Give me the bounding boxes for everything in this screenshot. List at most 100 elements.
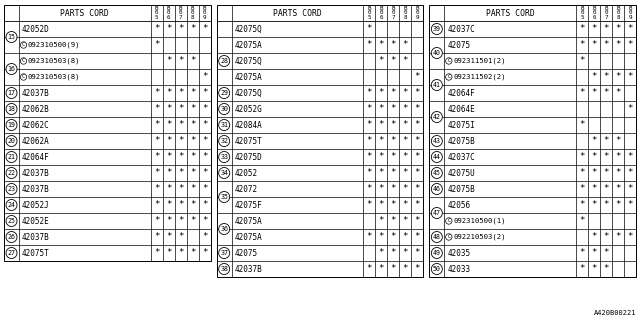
Text: *: * — [166, 153, 172, 162]
Text: *: * — [367, 265, 372, 274]
Text: *: * — [627, 25, 633, 34]
Circle shape — [6, 31, 17, 43]
Text: *: * — [403, 217, 408, 226]
Circle shape — [219, 263, 230, 275]
Text: 42075A: 42075A — [235, 73, 262, 82]
Text: *: * — [367, 185, 372, 194]
Text: *: * — [367, 105, 372, 114]
Text: 25: 25 — [8, 218, 15, 224]
Text: *: * — [390, 201, 396, 210]
Text: 9: 9 — [628, 15, 632, 20]
Text: *: * — [202, 121, 207, 130]
Circle shape — [431, 183, 442, 195]
Text: *: * — [579, 249, 585, 258]
Text: 42033: 42033 — [447, 265, 470, 274]
Text: *: * — [367, 89, 372, 98]
Text: 42064E: 42064E — [447, 105, 475, 114]
Text: *: * — [190, 25, 195, 34]
Text: *: * — [627, 73, 633, 82]
Text: *: * — [415, 89, 420, 98]
Circle shape — [431, 47, 442, 59]
Circle shape — [219, 247, 230, 259]
Text: 42037B: 42037B — [22, 233, 50, 242]
Text: 37: 37 — [220, 250, 228, 256]
Text: *: * — [415, 265, 420, 274]
Text: *: * — [604, 265, 609, 274]
Text: 47: 47 — [433, 210, 441, 216]
Text: 24: 24 — [8, 202, 15, 208]
Text: *: * — [190, 137, 195, 146]
Text: 42062A: 42062A — [22, 137, 50, 146]
Text: *: * — [615, 185, 621, 194]
Text: *: * — [190, 217, 195, 226]
Text: B: B — [415, 6, 419, 11]
Text: *: * — [615, 41, 621, 50]
Text: *: * — [390, 249, 396, 258]
Text: *: * — [403, 89, 408, 98]
Text: 42075Q: 42075Q — [235, 25, 262, 34]
Circle shape — [431, 167, 442, 179]
Text: *: * — [415, 217, 420, 226]
Circle shape — [219, 151, 230, 163]
Text: 20: 20 — [8, 138, 15, 144]
Text: *: * — [379, 41, 384, 50]
Text: *: * — [579, 265, 585, 274]
Circle shape — [445, 234, 452, 240]
Text: *: * — [154, 201, 159, 210]
Circle shape — [219, 167, 230, 179]
Text: B: B — [604, 6, 608, 11]
Text: B: B — [367, 6, 371, 11]
Text: 35: 35 — [220, 194, 228, 200]
Text: C: C — [447, 235, 451, 239]
Text: *: * — [367, 41, 372, 50]
Text: 5: 5 — [580, 15, 584, 20]
Text: *: * — [154, 217, 159, 226]
Text: *: * — [367, 201, 372, 210]
Text: *: * — [190, 249, 195, 258]
Text: *: * — [390, 41, 396, 50]
Text: *: * — [202, 233, 207, 242]
Text: *: * — [202, 25, 207, 34]
Text: 42075: 42075 — [447, 41, 470, 50]
Text: 092311501(2): 092311501(2) — [453, 58, 506, 64]
Text: PARTS CORD: PARTS CORD — [60, 9, 109, 18]
Text: 42: 42 — [433, 114, 441, 120]
Text: 0: 0 — [616, 11, 620, 15]
Text: *: * — [178, 217, 183, 226]
Text: C: C — [447, 219, 451, 223]
Text: B: B — [179, 6, 182, 11]
Text: *: * — [178, 185, 183, 194]
Text: 42075B: 42075B — [447, 185, 475, 194]
Circle shape — [431, 79, 442, 91]
Text: *: * — [579, 185, 585, 194]
Text: *: * — [627, 169, 633, 178]
Text: 39: 39 — [433, 26, 441, 32]
Text: 092310503(8): 092310503(8) — [28, 74, 81, 80]
Text: PARTS CORD: PARTS CORD — [486, 9, 534, 18]
Text: 42075T: 42075T — [235, 137, 262, 146]
Circle shape — [20, 74, 27, 80]
Text: *: * — [627, 201, 633, 210]
Text: *: * — [591, 201, 596, 210]
Text: 42072: 42072 — [235, 185, 258, 194]
Text: *: * — [379, 57, 384, 66]
Text: *: * — [591, 249, 596, 258]
Text: *: * — [627, 105, 633, 114]
Text: 48: 48 — [433, 234, 441, 240]
Text: *: * — [390, 137, 396, 146]
Text: *: * — [154, 25, 159, 34]
Circle shape — [431, 135, 442, 147]
Text: *: * — [604, 153, 609, 162]
Text: *: * — [403, 169, 408, 178]
Text: *: * — [178, 153, 183, 162]
Text: *: * — [627, 153, 633, 162]
Text: *: * — [154, 249, 159, 258]
Text: 26: 26 — [8, 234, 15, 240]
Circle shape — [431, 207, 442, 219]
Text: *: * — [178, 121, 183, 130]
Text: *: * — [190, 57, 195, 66]
Circle shape — [445, 74, 452, 80]
Bar — [4, 5, 211, 261]
Text: *: * — [415, 201, 420, 210]
Text: *: * — [166, 201, 172, 210]
